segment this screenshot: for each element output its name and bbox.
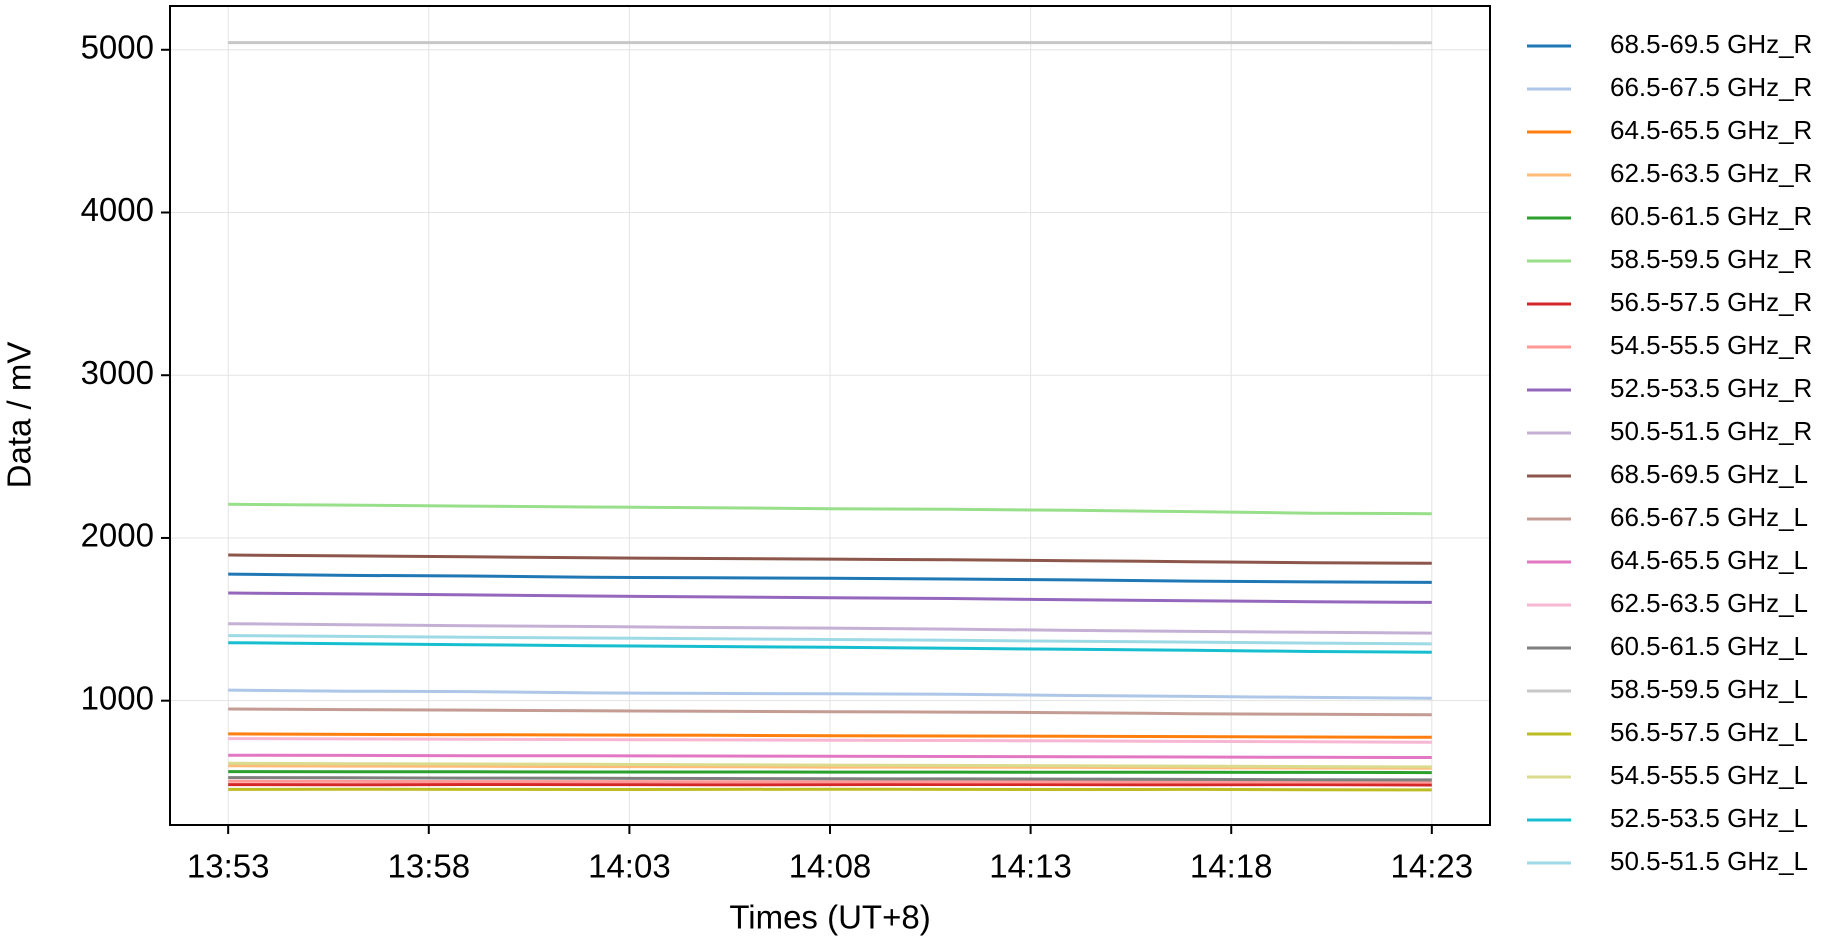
legend-label: 60.5-61.5 GHz_L [1610, 631, 1808, 661]
legend-label: 64.5-65.5 GHz_L [1610, 545, 1808, 575]
y-tick-label: 3000 [81, 354, 154, 391]
series-line [228, 622, 1432, 635]
legend-label: 52.5-53.5 GHz_R [1610, 373, 1812, 403]
series-line [228, 641, 1432, 654]
series-line [228, 553, 1432, 565]
series-line [228, 688, 1432, 700]
series-line [228, 502, 1432, 516]
legend-label: 62.5-63.5 GHz_L [1610, 588, 1808, 618]
legend-label: 56.5-57.5 GHz_L [1610, 717, 1808, 747]
plot-frame [169, 5, 1491, 826]
series-line [228, 707, 1432, 717]
series-line [228, 787, 1432, 792]
series-line [228, 572, 1432, 584]
series-line [228, 764, 1432, 770]
x-tick-label: 14:18 [1190, 848, 1273, 885]
legend-label: 58.5-59.5 GHz_L [1610, 674, 1808, 704]
legend-label: 60.5-61.5 GHz_R [1610, 201, 1812, 231]
x-axis-label: Times (UT+8) [729, 899, 930, 936]
y-tick-label: 1000 [81, 679, 154, 716]
series-line [228, 770, 1432, 775]
legend-label: 58.5-59.5 GHz_R [1610, 244, 1812, 274]
series-line [228, 776, 1432, 782]
legend-label: 62.5-63.5 GHz_R [1610, 158, 1812, 188]
y-axis-label: Data / mV [1, 342, 38, 489]
legend-label: 50.5-51.5 GHz_R [1610, 416, 1812, 446]
legend-label: 54.5-55.5 GHz_L [1610, 760, 1808, 790]
series-line [228, 634, 1432, 646]
legend-label: 52.5-53.5 GHz_L [1610, 803, 1808, 833]
legend-label: 50.5-51.5 GHz_L [1610, 846, 1808, 876]
series-line [228, 753, 1432, 759]
y-tick-label: 5000 [81, 28, 154, 65]
x-tick-label: 14:03 [588, 848, 671, 885]
series-line [228, 591, 1432, 604]
series-line [228, 782, 1432, 787]
x-tick-label: 13:58 [387, 848, 470, 885]
legend-label: 64.5-65.5 GHz_R [1610, 115, 1812, 145]
series-line [228, 732, 1432, 739]
legend-label: 56.5-57.5 GHz_R [1610, 287, 1812, 317]
legend-label: 66.5-67.5 GHz_R [1610, 72, 1812, 102]
series-line [228, 779, 1432, 784]
x-tick-label: 14:13 [989, 848, 1072, 885]
legend-label: 68.5-69.5 GHz_L [1610, 459, 1808, 489]
x-tick-label: 14:23 [1391, 848, 1474, 885]
x-tick-label: 13:53 [187, 848, 270, 885]
legend-label: 68.5-69.5 GHz_R [1610, 29, 1812, 59]
series-line [228, 737, 1432, 744]
y-tick-label: 4000 [81, 191, 154, 228]
x-tick-label: 14:08 [789, 848, 872, 885]
y-tick-label: 2000 [81, 517, 154, 554]
legend-label: 66.5-67.5 GHz_L [1610, 502, 1808, 532]
legend-label: 54.5-55.5 GHz_R [1610, 330, 1812, 360]
series-line [228, 761, 1432, 769]
